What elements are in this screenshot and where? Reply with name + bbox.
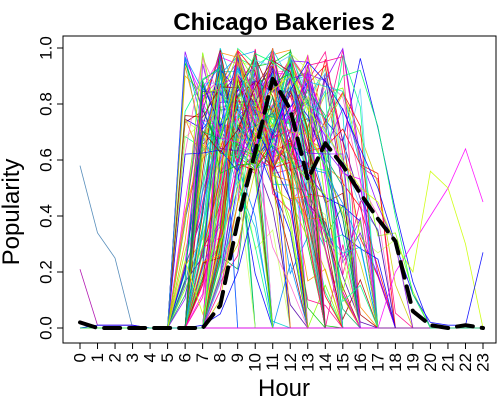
x-tick-label: 18 xyxy=(386,353,405,372)
chart-title: Chicago Bakeries 2 xyxy=(173,9,394,36)
background-line xyxy=(80,135,483,328)
x-tick-label: 8 xyxy=(211,353,230,362)
x-tick-label: 21 xyxy=(438,353,457,372)
background-lines xyxy=(80,48,483,328)
y-tick-label: 0.6 xyxy=(37,148,56,172)
x-tick-label: 6 xyxy=(176,353,195,362)
x-tick-label: 13 xyxy=(298,353,317,372)
y-tick-label: 0.8 xyxy=(37,92,56,116)
y-tick-label: 0.4 xyxy=(37,204,56,228)
x-tick-label: 15 xyxy=(333,353,352,372)
x-tick-label: 7 xyxy=(193,353,212,362)
x-axis-label: Hour xyxy=(258,375,310,400)
x-tick-label: 23 xyxy=(474,353,493,372)
x-tick-label: 17 xyxy=(368,353,387,372)
x-tick-label: 22 xyxy=(456,353,475,372)
x-tick-label: 9 xyxy=(228,353,247,362)
x-tick-label: 2 xyxy=(106,353,125,362)
x-tick-label: 11 xyxy=(263,353,282,371)
x-tick-label: 19 xyxy=(403,353,422,372)
x-tick-label: 14 xyxy=(316,353,335,372)
x-tick-label: 12 xyxy=(281,353,300,372)
x-tick-label: 10 xyxy=(246,353,265,372)
y-tick-label: 0.2 xyxy=(37,260,56,284)
x-tick-label: 20 xyxy=(421,353,440,372)
y-axis: 0.0 0.2 0.4 0.6 0.8 1.0 xyxy=(37,36,64,340)
y-axis-label: Popularity xyxy=(0,159,25,266)
x-tick-label: 3 xyxy=(123,353,142,362)
x-tick-label: 0 xyxy=(71,353,90,362)
y-tick-label: 0.0 xyxy=(37,316,56,340)
x-tick-label: 1 xyxy=(88,353,107,362)
x-tick-label: 4 xyxy=(141,353,160,362)
x-tick-label: 16 xyxy=(351,353,370,372)
y-tick-label: 1.0 xyxy=(37,36,56,60)
x-tick-label: 5 xyxy=(158,353,177,362)
background-line xyxy=(80,125,483,329)
